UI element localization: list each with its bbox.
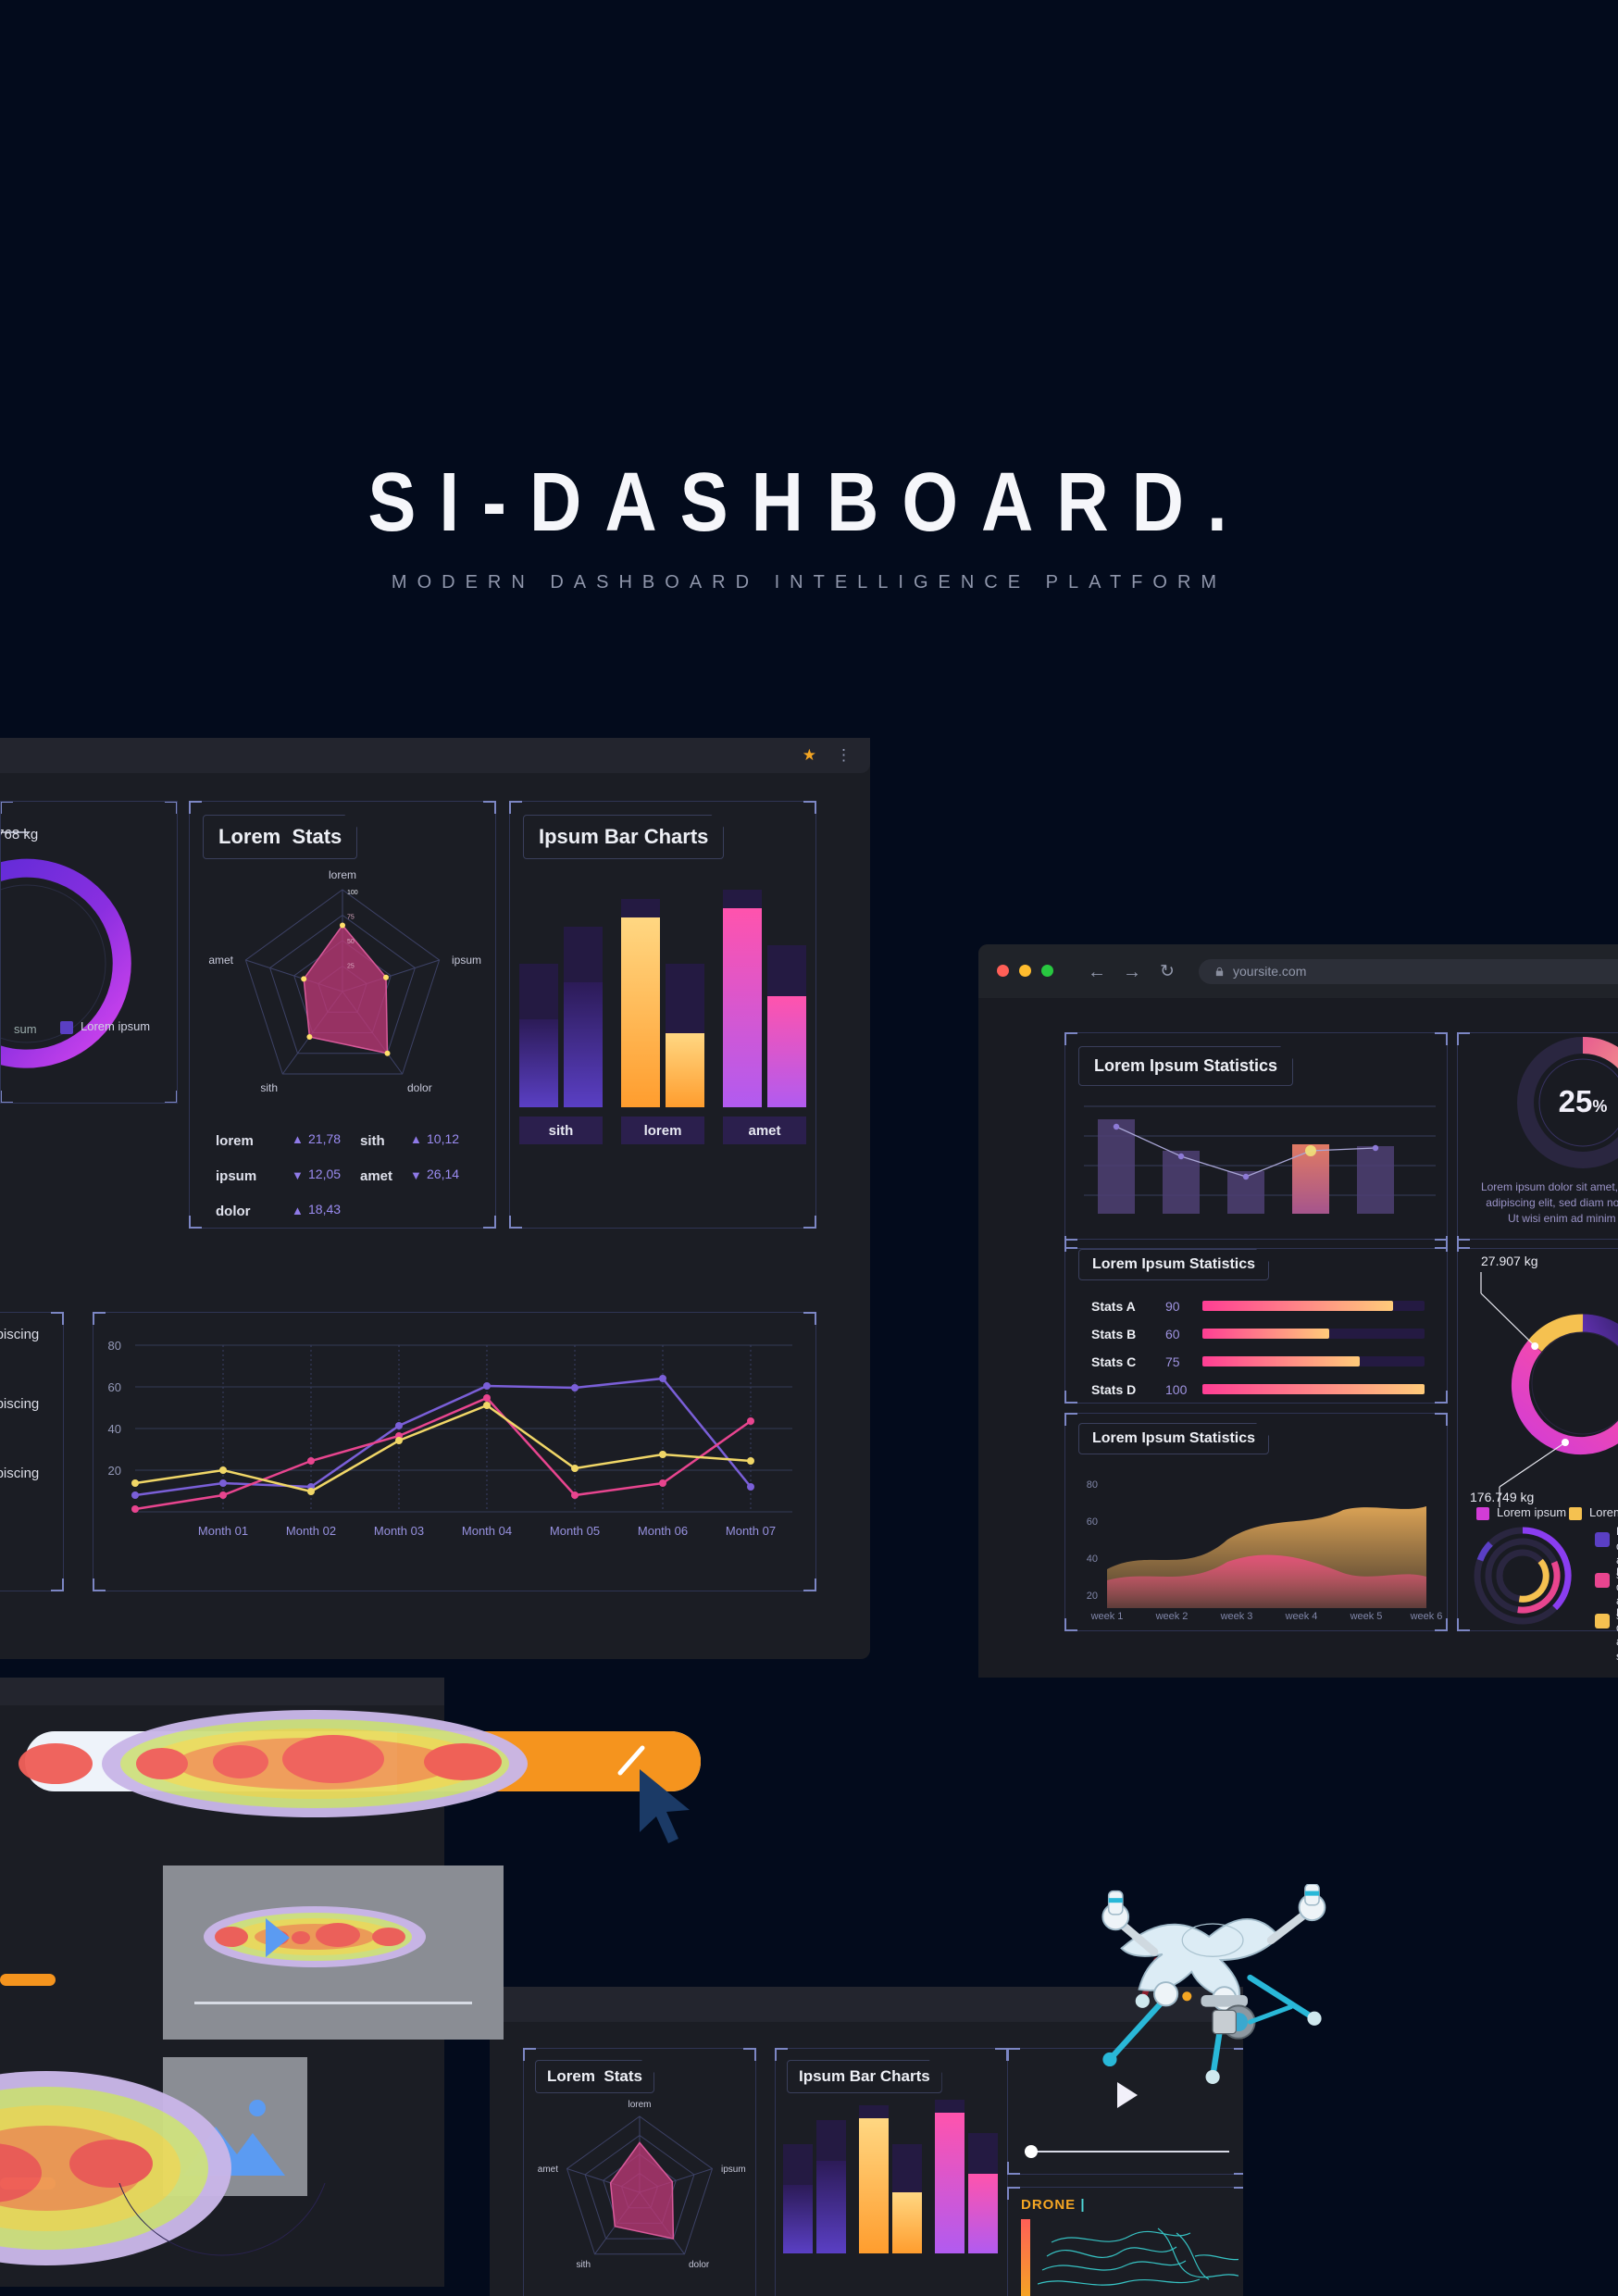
svg-text:week 3: week 3 [1220,1611,1253,1622]
svg-text:Month 01: Month 01 [198,1524,248,1538]
svg-text:60: 60 [108,1380,121,1394]
svg-text:100: 100 [347,890,358,896]
svg-text:Month 07: Month 07 [726,1524,776,1538]
svg-text:Month 03: Month 03 [374,1524,424,1538]
svg-text:sith: sith [576,2260,591,2270]
svg-text:dolor: dolor [407,1081,432,1094]
svg-text:176.749 kg: 176.749 kg [1470,1490,1534,1504]
svg-text:143.768 kg: 143.768 kg [0,827,38,842]
svg-text:20: 20 [1087,1591,1098,1602]
svg-text:60: 60 [1087,1516,1098,1528]
svg-text:27.907 kg: 27.907 kg [1481,1254,1538,1268]
svg-text:lorem: lorem [644,1123,682,1139]
svg-text:amet: amet [538,2165,558,2175]
svg-text:week 1: week 1 [1090,1611,1124,1622]
svg-text:sith: sith [549,1123,574,1139]
svg-text:Month 06: Month 06 [638,1524,688,1538]
svg-text:sith: sith [260,1081,278,1094]
svg-text:amet: amet [208,954,233,967]
svg-text:80: 80 [108,1339,121,1353]
svg-text:Month 02: Month 02 [286,1524,336,1538]
svg-text:week 5: week 5 [1350,1611,1383,1622]
svg-text:lorem: lorem [329,868,356,881]
svg-text:50: 50 [347,939,355,945]
svg-text:75: 75 [347,915,355,921]
svg-text:week 4: week 4 [1285,1611,1318,1622]
svg-text:20: 20 [108,1464,121,1478]
svg-text:week 2: week 2 [1155,1611,1189,1622]
svg-text:lorem: lorem [628,2100,651,2110]
svg-text:25: 25 [347,964,355,970]
svg-text:25%: 25% [1559,1084,1608,1118]
svg-text:Month 04: Month 04 [462,1524,512,1538]
svg-text:40: 40 [1087,1554,1098,1565]
svg-text:ipsum: ipsum [452,954,481,967]
svg-text:amet: amet [748,1123,780,1139]
svg-text:Month 05: Month 05 [550,1524,600,1538]
svg-text:ipsum: ipsum [721,2165,746,2175]
svg-text:week 6: week 6 [1410,1611,1443,1622]
svg-text:40: 40 [108,1422,121,1436]
svg-text:80: 80 [1087,1479,1098,1491]
svg-text:dolor: dolor [689,2260,710,2270]
